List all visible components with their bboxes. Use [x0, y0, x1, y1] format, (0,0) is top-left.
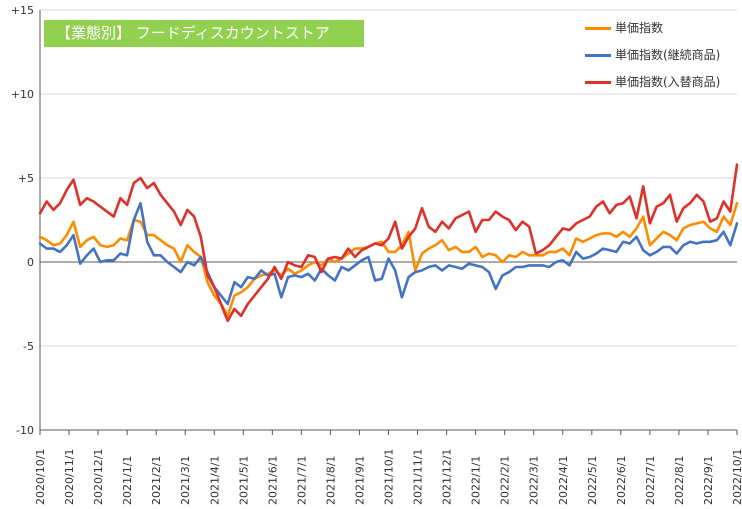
- x-tick-label: 2021/1/1: [121, 456, 134, 505]
- x-tick-label: 2022/2/1: [499, 456, 512, 505]
- y-tick-label: 0: [27, 256, 34, 269]
- x-tick-label: 2022/8/1: [673, 456, 686, 505]
- x-tick-label: 2020/10/1: [34, 449, 47, 505]
- legend-label: 単価指数(入替商品): [615, 75, 721, 89]
- x-tick-label: 2022/9/1: [702, 456, 715, 505]
- y-tick-label: +10: [11, 88, 34, 101]
- legend-label: 単価指数(継続商品): [615, 48, 721, 62]
- x-tick-label: 2022/5/1: [586, 456, 599, 505]
- legend-label: 単価指数: [615, 21, 664, 35]
- x-tick-label: 2022/4/1: [557, 456, 570, 505]
- x-tick-label: 2020/12/1: [92, 449, 105, 505]
- x-tick-label: 2021/9/1: [353, 456, 366, 505]
- x-tick-label: 2022/10/1: [731, 449, 742, 505]
- x-tick-label: 2022/6/1: [615, 456, 628, 505]
- x-tick-label: 2021/5/1: [237, 456, 250, 505]
- series-line-0: [38, 201, 739, 318]
- x-tick-label: 2021/11/1: [412, 449, 425, 505]
- y-tick-label: +15: [11, 4, 34, 17]
- x-tick-label: 2022/1/1: [470, 456, 483, 505]
- series-lines: [38, 163, 739, 323]
- x-tick-label: 2021/7/1: [295, 456, 308, 505]
- x-tick-label: 2022/3/1: [528, 456, 541, 505]
- x-tick-label: 2021/4/1: [208, 456, 221, 505]
- y-tick-label: -5: [23, 340, 34, 353]
- legend-swatch: [585, 27, 611, 30]
- series-line-2: [38, 163, 739, 323]
- x-tick-label: 2020/11/1: [63, 449, 76, 505]
- x-tick-label: 2021/2/1: [150, 456, 163, 505]
- x-tick-label: 2021/12/1: [441, 449, 454, 505]
- x-tick-label: 2021/6/1: [266, 456, 279, 505]
- chart-title: 【業態別】 フードディスカウントストア: [44, 20, 364, 47]
- y-tick-labels: +15 +10 +5 0 -5 -10: [11, 4, 34, 437]
- legend-swatch: [585, 54, 611, 57]
- x-tick-labels: 2020/10/1 2020/11/1 2020/12/1 2021/1/1 2021/…: [34, 449, 742, 505]
- y-tick-label: -10: [16, 424, 34, 437]
- x-tick-label: 2021/3/1: [179, 456, 192, 505]
- y-tick-label: +5: [18, 172, 34, 185]
- gridlines: [40, 9, 737, 347]
- x-tick-label: 2021/10/1: [383, 449, 396, 505]
- x-tick-label: 2021/8/1: [324, 456, 337, 505]
- legend-swatch: [585, 81, 611, 84]
- series-line-1: [38, 201, 739, 306]
- x-tick-label: 2022/7/1: [644, 456, 657, 505]
